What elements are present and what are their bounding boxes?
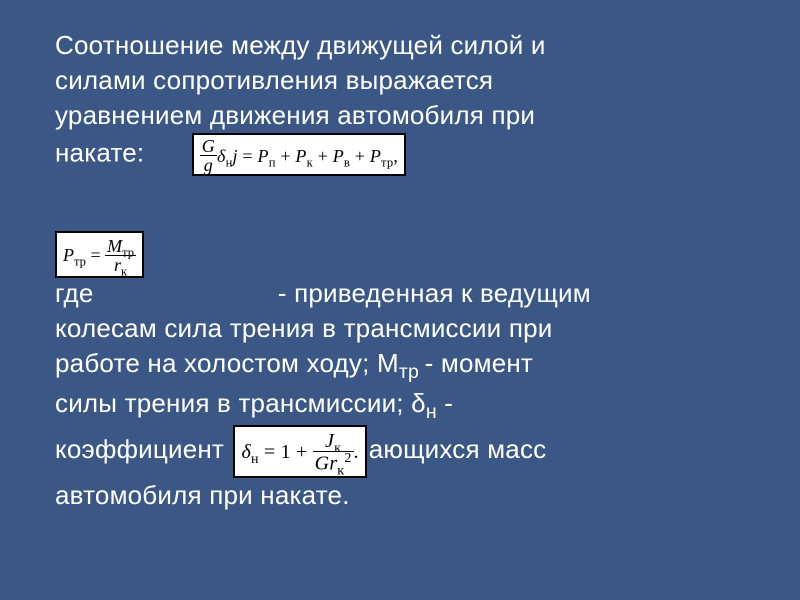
- eq3-eq: = 1 +: [259, 441, 313, 463]
- p2-l2: колесам сила трения в трансмиссии при: [55, 313, 553, 343]
- eq1-delta: δ: [217, 146, 226, 166]
- eq3-den-r-sub: к: [337, 464, 344, 479]
- eq1-p3: P: [333, 146, 344, 166]
- p2-l4: силы трения в трансмиссии; δн -: [55, 388, 453, 418]
- p2-l6: автомобиля при накате.: [55, 480, 350, 510]
- eq1-plus3: +: [350, 146, 370, 166]
- p2-M: М: [377, 348, 399, 378]
- eq1-plus1: +: [276, 146, 296, 166]
- eq2-eq: =: [86, 245, 105, 265]
- eq1-eq: =: [238, 146, 258, 166]
- p2-l5a: коэффициент: [55, 435, 224, 465]
- slide: Соотношение между движущей силой и силам…: [0, 0, 800, 600]
- p1-l3: уравнением движения автомобиля при: [55, 100, 535, 130]
- eq1-p4-sub: тр: [381, 155, 393, 169]
- equation-delta-n: δн = 1 + Jк Grк2 .: [233, 425, 366, 478]
- eq3-dot: .: [354, 441, 359, 463]
- eq2-lhs-sub: тр: [74, 255, 86, 269]
- equation-motion: G g δнj = Pп + Pк + Pв + Pтр,: [192, 133, 406, 176]
- p1-l1: Соотношение между движущей силой и: [55, 30, 546, 60]
- p1-l4: накате:: [55, 138, 144, 168]
- p2-l4a: силы трения в трансмиссии;: [55, 388, 411, 418]
- eq1-den: g: [204, 155, 213, 175]
- eq3-delta-sub: н: [251, 452, 259, 467]
- p1-l2: силами сопротивления выражается: [55, 65, 493, 95]
- eq1-comma: ,: [393, 146, 398, 166]
- equation-ptr-wrap: Pтр = Mтр rк: [55, 231, 745, 278]
- eq1-delta-sub: н: [226, 155, 233, 169]
- equation-ptr: Pтр = Mтр rк: [55, 231, 144, 278]
- eq2-lhs: Pтр =: [63, 245, 105, 265]
- p2-l4b: -: [437, 388, 453, 418]
- p2-delta: δ: [411, 388, 426, 418]
- paragraph-2: где - приведенная к ведущим колесам сила…: [55, 276, 745, 513]
- p2-l3a: работе на холостом ходу;: [55, 348, 377, 378]
- p2-l3: работе на холостом ходу; Мтр - момент: [55, 348, 533, 378]
- eq3-delta: δ: [241, 441, 251, 463]
- eq1-rest: δнj = Pп + Pк + Pв + Pтр,: [217, 146, 398, 166]
- p2-l1b: - приведенная к ведущим: [278, 278, 591, 308]
- p2-l5b: ающихся масс: [369, 435, 547, 465]
- p2-gde: где: [55, 278, 94, 308]
- eq3-den-g: G: [315, 453, 330, 475]
- p2-l3b: - момент: [425, 348, 533, 378]
- paragraph-1: Соотношение между движущей силой и силам…: [55, 28, 745, 176]
- eq1-num: G: [202, 136, 215, 156]
- eq2-den: r: [114, 255, 121, 275]
- eq2-frac: Mтр rк: [105, 237, 136, 274]
- eq3-num: J: [325, 430, 334, 452]
- eq2-lhs-p: P: [63, 245, 74, 265]
- eq1-p2: P: [295, 146, 306, 166]
- p2-delta-sub: н: [426, 401, 437, 423]
- eq3-lhs: δн = 1 +: [241, 441, 312, 463]
- eq1-plus2: +: [313, 146, 333, 166]
- eq2-num: M: [107, 236, 122, 256]
- eq1-frac: G g: [200, 137, 217, 174]
- eq3-frac: Jк Grк2: [313, 431, 354, 474]
- eq3-den-r-sup: 2: [344, 451, 351, 466]
- eq1-p1-sub: п: [269, 155, 276, 169]
- eq1-p1: P: [258, 146, 269, 166]
- p2-M-sub: тр: [399, 362, 425, 384]
- eq1-p4: P: [370, 146, 381, 166]
